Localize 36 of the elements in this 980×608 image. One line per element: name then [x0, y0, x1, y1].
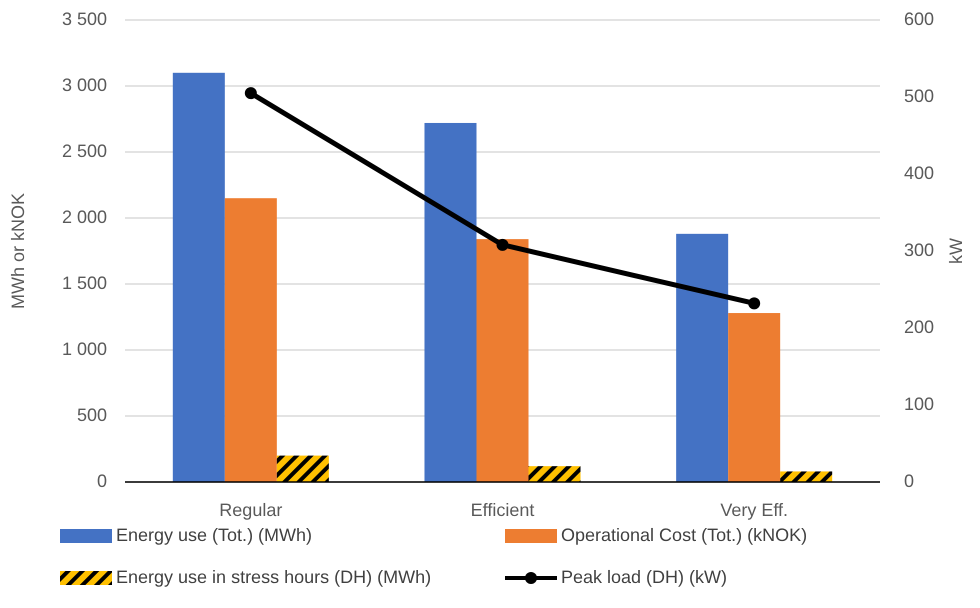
legend-label: Energy use in stress hours (DH) (MWh) [116, 566, 432, 587]
y2-axis-title: kW [946, 238, 966, 264]
y2-tick-label: 0 [904, 470, 914, 491]
bar [528, 466, 581, 482]
y-tick-label: 1 000 [62, 338, 107, 359]
point [244, 87, 257, 100]
y2-tick-label: 400 [904, 162, 934, 183]
bar [780, 471, 832, 482]
y2-tick-label: 600 [904, 8, 934, 29]
legend-label: Operational Cost (Tot.) (kNOK) [561, 524, 808, 545]
bar [276, 456, 329, 482]
bar [224, 198, 277, 482]
y-tick-label: 500 [76, 404, 107, 425]
legend-label: Energy use (Tot.) (MWh) [116, 524, 312, 545]
y2-tick-label: 500 [904, 86, 934, 106]
bar [424, 122, 476, 482]
y-axis-title: MWh or kNOK [8, 192, 28, 310]
bar [172, 72, 225, 482]
bar [476, 239, 529, 482]
y-tick-label: 2 500 [62, 140, 107, 161]
legend-label: Peak load (DH) (kW) [561, 566, 728, 587]
y-tick-label: 1 500 [62, 272, 107, 293]
point [748, 297, 760, 310]
y-tick-label: 3 000 [62, 74, 107, 95]
y-tick-label: 3 500 [62, 8, 107, 29]
y2-tick-label: 300 [904, 240, 934, 260]
bar [676, 234, 728, 482]
point [496, 238, 508, 251]
y-tick-label: 0 [96, 470, 107, 491]
bar [728, 313, 780, 482]
y2-tick-label: 100 [904, 394, 934, 414]
y2-tick-label: 200 [904, 316, 934, 337]
x-tick-label: Regular [219, 500, 282, 520]
y-tick-label: 2 000 [62, 206, 107, 227]
x-tick-label: Efficient [470, 500, 534, 520]
x-tick-label: Very Eff. [720, 500, 788, 520]
